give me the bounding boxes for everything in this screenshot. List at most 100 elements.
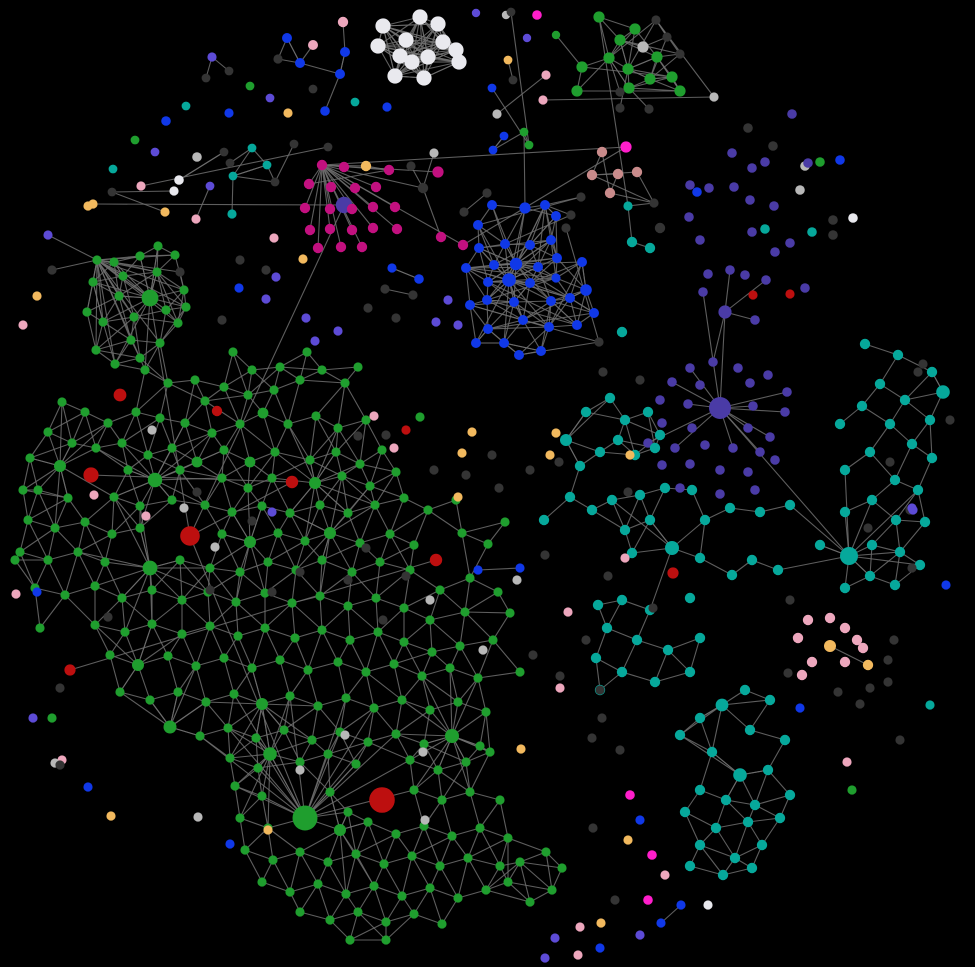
graph-node-green[interactable]: [425, 883, 435, 893]
graph-node-green[interactable]: [409, 785, 419, 795]
graph-node-crimson[interactable]: [346, 224, 358, 236]
graph-node-green[interactable]: [417, 671, 427, 681]
graph-node-violet[interactable]: [453, 320, 463, 330]
graph-node-darkgrey[interactable]: [597, 713, 607, 723]
graph-node-violet[interactable]: [635, 930, 645, 940]
graph-node-darkgrey[interactable]: [833, 687, 843, 697]
graph-node-teal[interactable]: [684, 666, 696, 678]
graph-node-blue[interactable]: [465, 300, 475, 310]
graph-node-green[interactable]: [131, 407, 141, 417]
graph-node-green[interactable]: [515, 667, 525, 677]
graph-node-pink[interactable]: [851, 634, 863, 646]
graph-node-purple[interactable]: [785, 238, 795, 248]
graph-node-green[interactable]: [347, 567, 357, 577]
graph-node-green[interactable]: [60, 590, 70, 600]
graph-node-green[interactable]: [80, 407, 90, 417]
graph-node-blue[interactable]: [518, 315, 528, 325]
graph-node-green[interactable]: [285, 691, 295, 701]
graph-node-green[interactable]: [273, 528, 283, 538]
graph-node-green[interactable]: [541, 847, 551, 857]
graph-node-green[interactable]: [363, 737, 373, 747]
graph-node-violet[interactable]: [43, 230, 53, 240]
graph-node-green[interactable]: [147, 472, 163, 488]
graph-node-green[interactable]: [409, 540, 419, 550]
graph-node-green[interactable]: [370, 500, 380, 510]
graph-node-green[interactable]: [483, 539, 493, 549]
graph-node-green[interactable]: [141, 289, 159, 307]
graph-node-teal[interactable]: [807, 227, 817, 237]
graph-node-purple[interactable]: [747, 227, 757, 237]
graph-node-green[interactable]: [460, 607, 470, 617]
graph-node-green[interactable]: [267, 473, 277, 483]
graph-node-blue[interactable]: [295, 58, 305, 68]
graph-node-green[interactable]: [576, 61, 588, 73]
graph-node-darkgrey[interactable]: [47, 265, 57, 275]
graph-node-crimson[interactable]: [338, 161, 350, 173]
graph-node-darkgrey[interactable]: [494, 483, 504, 493]
graph-node-blue[interactable]: [795, 703, 805, 713]
graph-node-green[interactable]: [207, 428, 217, 438]
graph-node-teal[interactable]: [746, 554, 758, 566]
graph-node-purple[interactable]: [787, 109, 797, 119]
graph-node-green[interactable]: [98, 317, 108, 327]
graph-node-teal[interactable]: [840, 547, 858, 565]
graph-node-green[interactable]: [152, 267, 162, 277]
graph-node-darkgrey[interactable]: [361, 543, 371, 553]
graph-node-white[interactable]: [375, 18, 391, 34]
graph-node-green[interactable]: [435, 585, 445, 595]
graph-node-darkgrey[interactable]: [401, 571, 411, 581]
graph-node-green[interactable]: [270, 447, 280, 457]
graph-node-crimson[interactable]: [367, 222, 379, 234]
graph-node-teal[interactable]: [619, 414, 631, 426]
graph-node-darkgrey[interactable]: [380, 284, 390, 294]
graph-node-green[interactable]: [80, 517, 90, 527]
graph-node-blue[interactable]: [483, 277, 493, 287]
graph-node-crimson[interactable]: [356, 241, 368, 253]
graph-node-green[interactable]: [644, 73, 656, 85]
graph-node-teal[interactable]: [919, 516, 931, 528]
graph-node-salmon[interactable]: [596, 146, 608, 158]
graph-node-green[interactable]: [257, 501, 267, 511]
graph-node-darkgrey[interactable]: [615, 103, 625, 113]
graph-node-blue[interactable]: [320, 106, 330, 116]
graph-node-green[interactable]: [313, 701, 323, 711]
graph-node-green[interactable]: [129, 312, 139, 322]
graph-node-orange[interactable]: [596, 918, 606, 928]
graph-node-green[interactable]: [445, 729, 459, 743]
graph-node-teal[interactable]: [864, 446, 876, 458]
graph-node-purple[interactable]: [743, 423, 753, 433]
graph-node-teal[interactable]: [744, 724, 756, 736]
graph-node-crimson[interactable]: [367, 201, 379, 213]
graph-node-green[interactable]: [399, 603, 409, 613]
graph-node-green[interactable]: [651, 51, 663, 63]
graph-node-green[interactable]: [135, 251, 145, 261]
graph-node-green[interactable]: [257, 407, 269, 419]
graph-node-white[interactable]: [387, 68, 403, 84]
graph-node-magenta[interactable]: [532, 10, 542, 20]
graph-node-darkgrey[interactable]: [945, 415, 955, 425]
graph-node-green[interactable]: [453, 697, 463, 707]
graph-node-darkgrey[interactable]: [528, 650, 538, 660]
graph-node-orange[interactable]: [283, 108, 293, 118]
graph-node-green[interactable]: [465, 573, 475, 583]
graph-node-green[interactable]: [132, 659, 144, 671]
graph-node-blue[interactable]: [525, 240, 535, 250]
graph-node-white[interactable]: [174, 175, 184, 185]
graph-node-green[interactable]: [219, 653, 229, 663]
graph-node-teal[interactable]: [754, 506, 766, 518]
graph-node-red[interactable]: [64, 664, 76, 676]
graph-node-darkgrey[interactable]: [55, 760, 65, 770]
graph-node-green[interactable]: [25, 453, 35, 463]
graph-node-green[interactable]: [557, 863, 567, 873]
graph-node-green[interactable]: [163, 378, 173, 388]
graph-node-darkgrey[interactable]: [343, 575, 353, 585]
graph-node-teal[interactable]: [884, 418, 896, 430]
graph-node-darkgrey[interactable]: [55, 683, 65, 693]
graph-node-green[interactable]: [317, 555, 327, 565]
graph-node-darkgrey[interactable]: [588, 823, 598, 833]
graph-node-green[interactable]: [355, 459, 365, 469]
graph-node-teal[interactable]: [710, 822, 722, 834]
graph-node-green[interactable]: [300, 536, 310, 546]
graph-node-darkgrey[interactable]: [649, 198, 659, 208]
